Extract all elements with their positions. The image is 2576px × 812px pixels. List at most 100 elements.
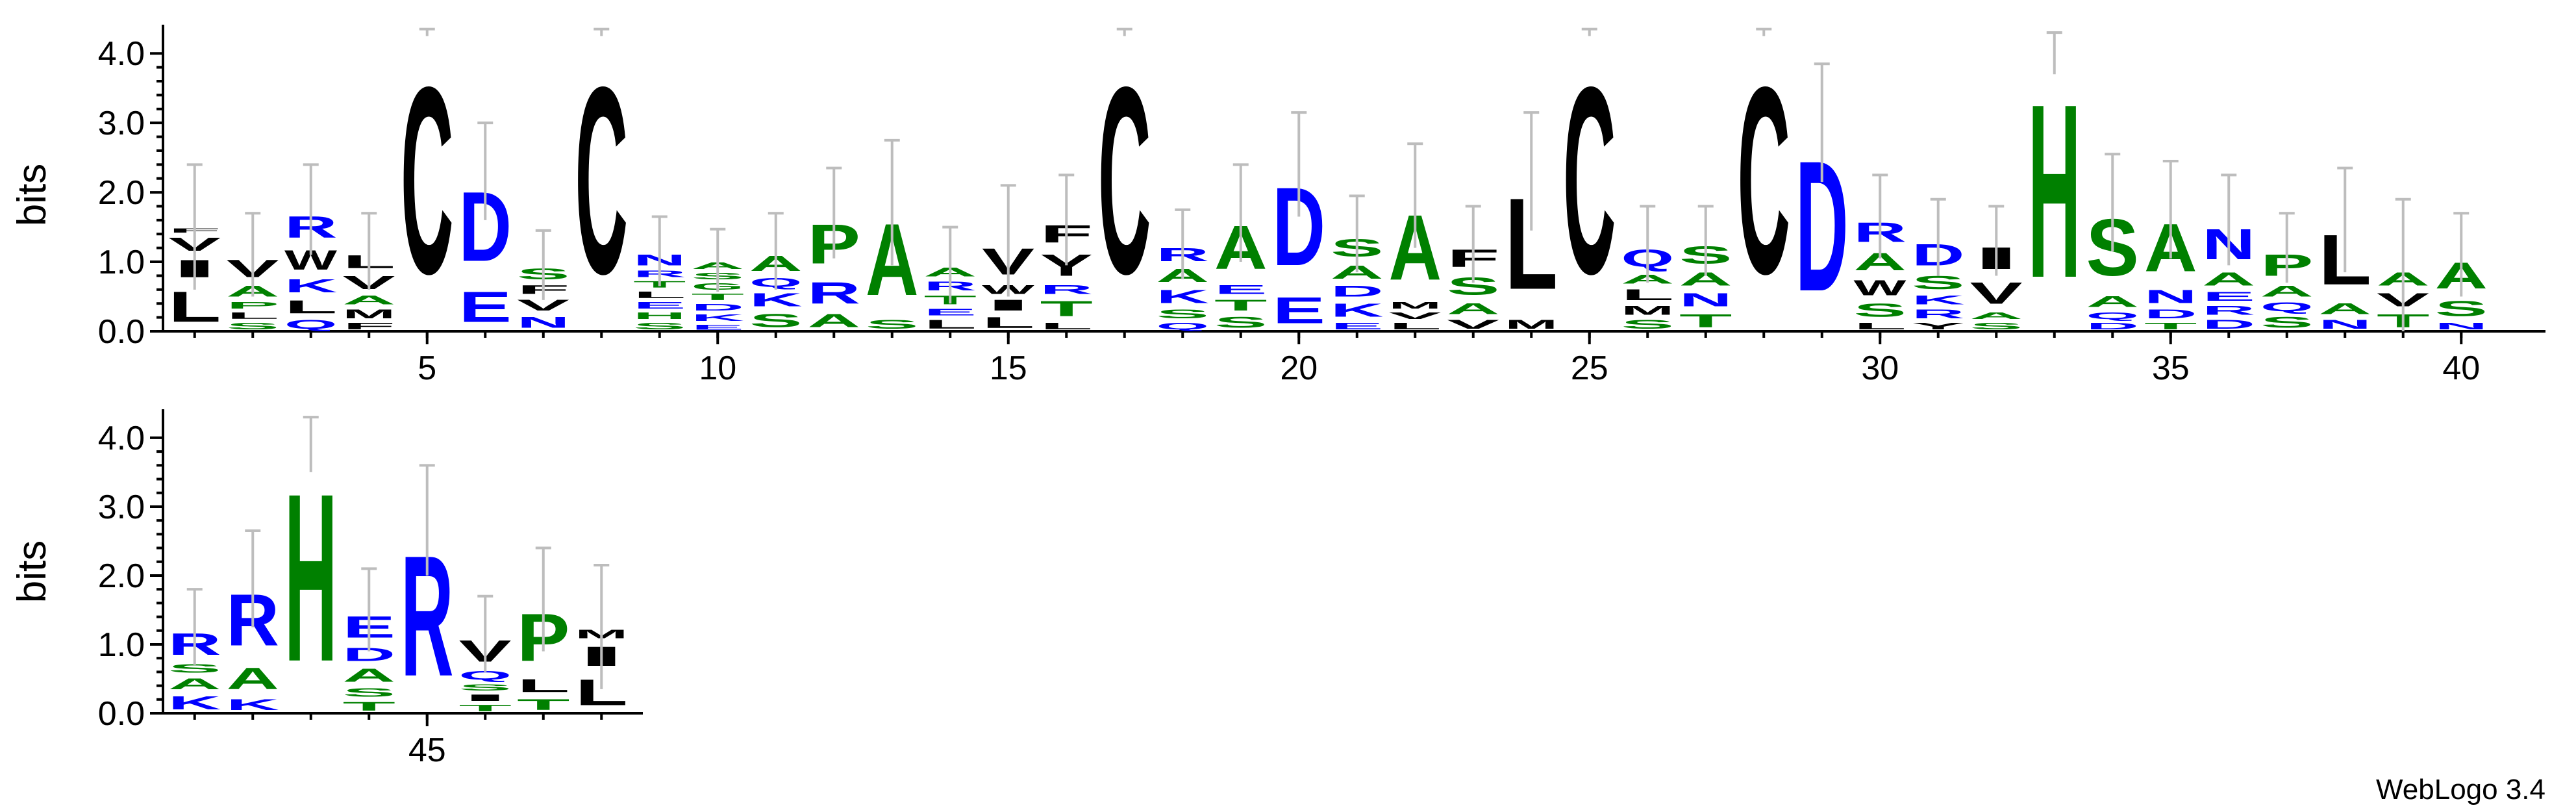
logo-letter-A: A [1447,300,1499,318]
logo-letter-S: S [1214,314,1267,331]
logo-letter-E: E [924,307,977,318]
logo-letter-E: E [1273,290,1325,331]
logo-letter-A: A [808,311,860,331]
x-tick-label: 45 [408,731,446,769]
logo-letter-Q: Q [1157,321,1209,331]
logo-letter-C: C [1098,31,1151,329]
logo-letter-A: A [343,665,395,685]
logo-letter-C: C [1563,31,1616,329]
x-tick-label: 5 [418,349,436,387]
logo-letter-M: M [343,307,395,320]
logo-letter-P: P [227,300,279,311]
logo-letter-E: E [459,283,512,331]
logo-letter-N: N [1679,290,1732,311]
logo-letter-S: S [2260,314,2314,331]
logo-letter-Q: Q [284,318,337,331]
logo-letter-N: N [2435,321,2488,331]
logo-letter-Y: Y [1912,321,1964,331]
logo-letter-S: S [227,321,279,331]
logo-letter-K: K [227,696,280,713]
logo-letter-L: L [517,676,570,696]
y-tick-label: 2.0 [98,174,145,212]
logo-letter-A: A [2260,283,2313,300]
y-axis-title: bits [10,540,55,603]
logo-letter-D: D [2144,307,2197,321]
y-tick-label: 0.0 [98,313,145,351]
y-tick-label: 3.0 [98,488,145,526]
y-axis-title: bits [10,164,55,226]
y-tick-label: 3.0 [98,105,145,142]
logo-letter-R: R [808,276,860,311]
logo-letter-H: H [284,444,337,711]
logo-letter-H: H [633,311,686,321]
logo-letter-N: N [2319,318,2372,331]
logo-letter-S: S [1157,307,1209,321]
logo-letter-K: K [1157,286,1209,307]
logo-letter-V: V [1970,275,2023,311]
logo-letter-K: K [1912,293,1965,307]
logo-letter-M: M [1621,303,1674,317]
logo-letter-L: L [168,283,221,331]
y-tick-label: 1.0 [98,626,145,664]
logo-letter-S: S [749,311,802,331]
y-tick-label: 4.0 [98,35,145,73]
logo-letter-A: A [227,662,279,696]
logo-letter-T: T [343,700,395,713]
logo-letter-E: E [633,300,686,311]
logo-letter-R: R [2203,303,2256,317]
logo-letter-V: V [1389,311,1442,321]
logo-letter-W: W [1854,275,1907,299]
logo-letter-L: L [1854,321,1907,331]
logo-letter-K: K [284,275,337,296]
logo-letter-T: T [1040,296,1093,320]
logo-letter-E: E [1214,283,1267,296]
logo-letter-C: C [401,31,454,329]
y-tick-label: 4.0 [98,420,145,457]
logo-letter-S: S [459,682,512,692]
logo-letter-S: S [633,321,686,331]
x-tick-label: 15 [990,349,1027,387]
logo-letter-S: S [1854,300,1907,321]
logo-letter-A: A [343,293,396,307]
x-tick-label: 40 [2442,349,2480,387]
logo-letter-T: T [459,703,512,713]
y-tick-label: 0.0 [98,695,145,733]
logo-letter-S: S [168,661,221,675]
logo-letter-A: A [2086,293,2139,311]
logo-letter-S: S [1970,321,2023,331]
logo-letter-M: M [1389,300,1442,311]
logo-letter-T: T [1679,311,1732,331]
logo-letter-Q: Q [2260,300,2313,314]
logo-letter-L: L [924,318,977,331]
logo-letter-D: D [2203,318,2256,331]
logo-letter-T: T [2144,321,2197,331]
logo-letter-S: S [866,318,918,331]
logo-letter-L: L [227,311,279,321]
x-tick-label: 25 [1571,349,1608,387]
logo-letter-S: S [343,686,395,700]
logo-letter-F: F [343,321,395,331]
logo-letter-C: C [1738,31,1791,329]
logo-letter-L: L [633,290,686,300]
logo-letter-T: T [1214,297,1267,314]
logo-letter-Q: Q [459,668,512,682]
logo-letter-K: K [1331,300,1383,321]
logo-letter-L: L [284,297,337,318]
logo-letter-I: I [459,692,512,703]
logo-letter-E: E [2203,290,2255,303]
logo-letter-L: L [1389,321,1442,331]
logo-letter-A: A [1970,311,2023,321]
weblogo-version-label: WebLogo 3.4 [2376,774,2545,806]
logo-letter-T: T [517,696,570,713]
logo-letter-K: K [749,290,802,311]
y-tick-label: 2.0 [98,557,145,595]
logo-letter-A: A [2203,269,2255,290]
logo-letter-T: T [692,292,744,302]
logo-letter-C: C [575,31,629,329]
logo-letter-E: E [1331,321,1383,331]
logo-letter-Q: Q [2086,311,2139,321]
logo-letter-A: A [2319,300,2371,318]
